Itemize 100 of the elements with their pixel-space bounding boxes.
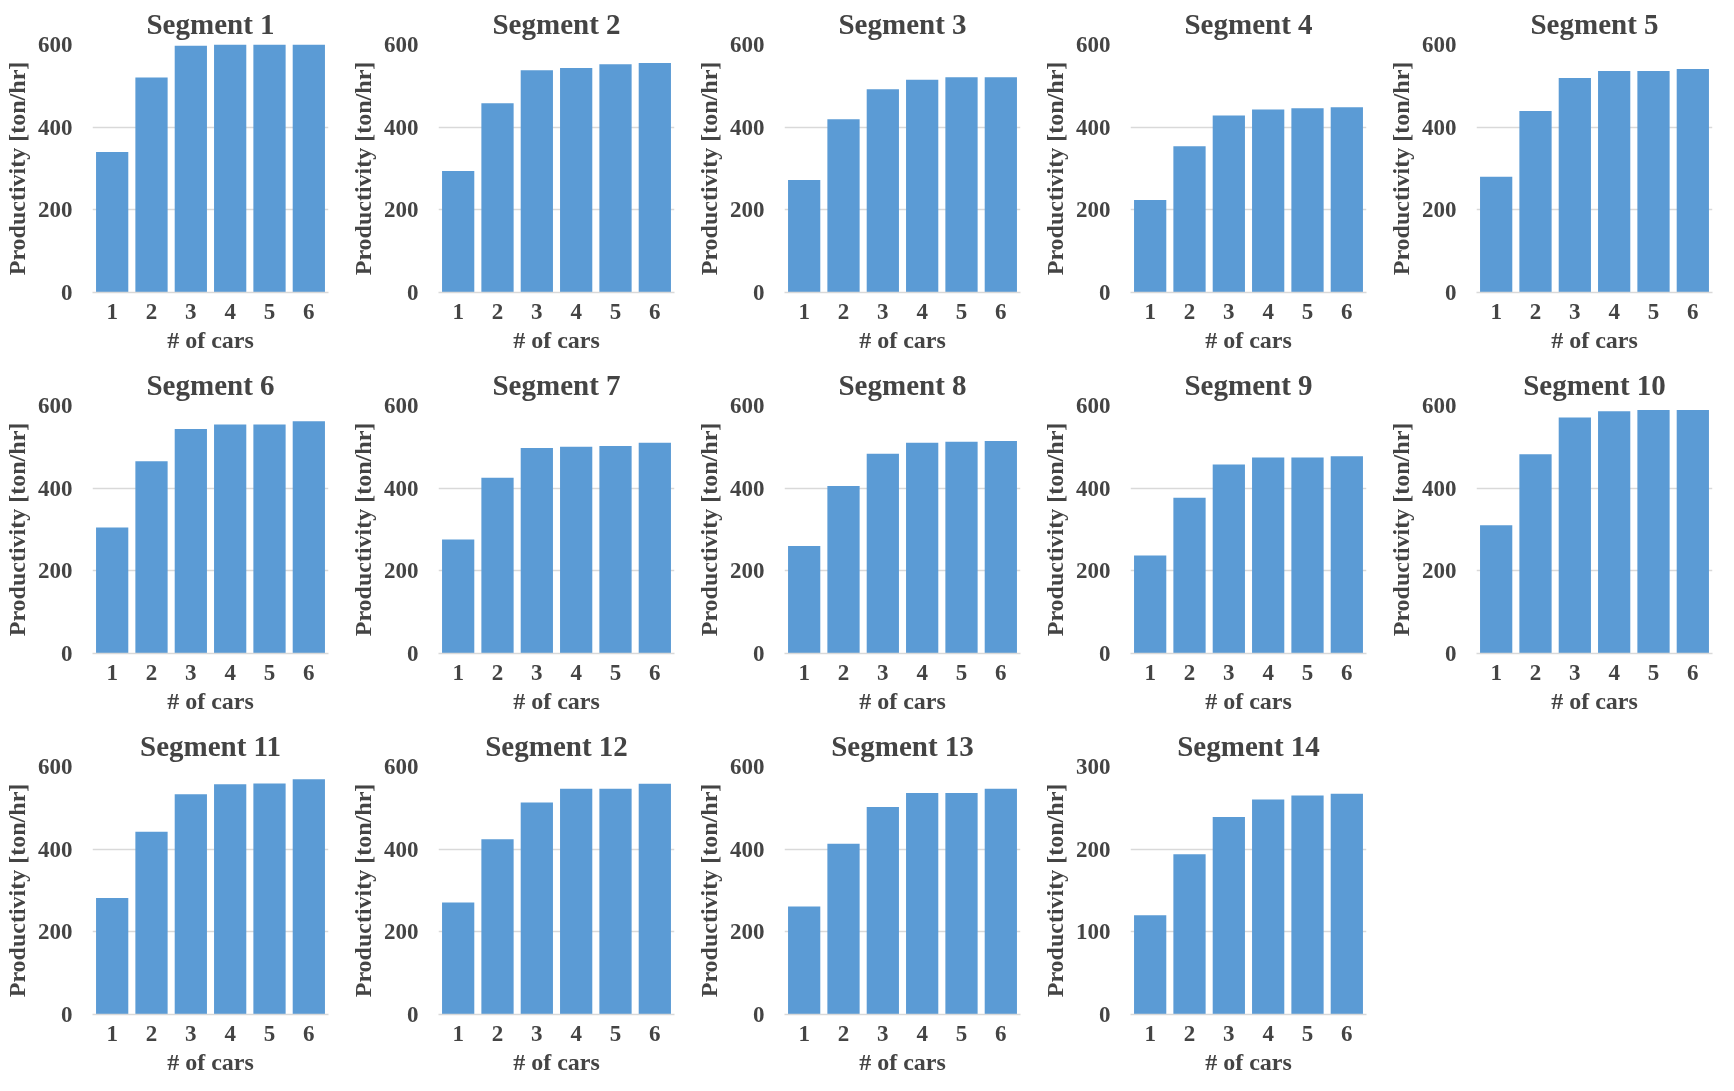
bar <box>945 441 978 654</box>
y-tick-label: 600 <box>730 32 765 57</box>
bar <box>1134 199 1167 293</box>
y-axis-title: Productivity [ton/hr] <box>4 783 30 998</box>
bar <box>827 843 860 1015</box>
x-tick-label: 1 <box>452 298 464 324</box>
bar <box>1676 410 1709 654</box>
y-tick-label: 200 <box>384 919 419 945</box>
bar <box>1212 816 1245 1015</box>
y-tick-label: 0 <box>753 280 765 305</box>
bar <box>984 788 1017 1015</box>
y-tick-label: 300 <box>1076 754 1111 779</box>
x-tick-label: 6 <box>1687 298 1699 324</box>
x-tick-label: 6 <box>1341 298 1353 324</box>
bar <box>1134 555 1167 654</box>
x-tick-label: 2 <box>491 1020 504 1046</box>
chart-title: Segment 5 <box>1530 7 1659 40</box>
x-tick-label: 2 <box>491 659 504 685</box>
bar <box>1637 410 1670 654</box>
x-axis-title: # of cars <box>1551 687 1638 714</box>
y-tick-label: 400 <box>730 114 765 140</box>
chart-title: Segment 12 <box>485 729 628 762</box>
x-tick-label: 6 <box>303 298 315 324</box>
y-axis-title: Productivity [ton/hr] <box>350 783 376 998</box>
x-tick-label: 2 <box>837 298 850 324</box>
bar <box>174 429 207 654</box>
bar <box>1330 107 1363 293</box>
bar <box>599 446 632 654</box>
x-tick-label: 3 <box>1569 298 1581 324</box>
bar <box>560 446 593 654</box>
x-tick-label: 3 <box>531 1020 543 1046</box>
bar <box>1212 464 1245 654</box>
y-tick-label: 600 <box>1422 32 1457 57</box>
x-tick-label: 5 <box>1301 1020 1314 1046</box>
x-tick-label: 3 <box>185 1020 197 1046</box>
x-tick-label: 5 <box>955 298 968 324</box>
y-tick-label: 0 <box>1445 280 1457 305</box>
bar <box>1212 115 1245 293</box>
x-tick-label: 4 <box>1262 298 1275 324</box>
bar <box>1173 146 1206 293</box>
bar <box>1291 108 1324 293</box>
y-tick-label: 0 <box>61 280 73 305</box>
y-tick-label: 0 <box>1099 1002 1111 1027</box>
x-tick-label: 3 <box>1223 1020 1235 1046</box>
x-tick-label: 4 <box>916 659 929 685</box>
bar <box>599 64 632 293</box>
x-tick-label: 1 <box>452 659 464 685</box>
y-tick-label: 400 <box>1076 475 1111 501</box>
x-tick-label: 3 <box>531 298 543 324</box>
x-tick-label: 6 <box>995 298 1007 324</box>
x-tick-label: 2 <box>837 659 850 685</box>
x-tick-label: 3 <box>531 659 543 685</box>
x-tick-label: 3 <box>877 298 889 324</box>
y-tick-label: 600 <box>384 32 419 57</box>
x-tick-label: 1 <box>106 659 118 685</box>
y-tick-label: 200 <box>1076 836 1111 862</box>
y-tick-label: 600 <box>38 32 73 57</box>
y-tick-label: 0 <box>61 1002 73 1027</box>
y-tick-label: 200 <box>384 558 419 584</box>
y-axis-title: Productivity [ton/hr] <box>696 422 722 637</box>
bar <box>1173 497 1206 654</box>
y-tick-label: 600 <box>384 393 419 418</box>
x-tick-label: 2 <box>1529 298 1542 324</box>
bar <box>214 424 247 654</box>
y-axis-title: Productivity [ton/hr] <box>1388 422 1414 637</box>
chart-title: Segment 7 <box>492 368 621 401</box>
x-tick-label: 4 <box>916 298 929 324</box>
y-tick-label: 400 <box>384 836 419 862</box>
bar <box>481 477 514 654</box>
x-tick-label: 1 <box>1144 659 1156 685</box>
y-tick-label: 600 <box>1422 393 1457 418</box>
x-axis-title: # of cars <box>1551 326 1638 353</box>
x-tick-label: 1 <box>798 298 810 324</box>
x-tick-label: 1 <box>106 298 118 324</box>
x-tick-label: 2 <box>837 1020 850 1046</box>
y-tick-label: 400 <box>384 475 419 501</box>
x-tick-label: 1 <box>1144 298 1156 324</box>
y-tick-label: 0 <box>407 1002 419 1027</box>
bar <box>174 45 207 293</box>
x-tick-label: 3 <box>1569 659 1581 685</box>
x-axis-title: # of cars <box>513 326 600 353</box>
x-axis-title: # of cars <box>167 1048 254 1075</box>
y-tick-label: 400 <box>384 114 419 140</box>
x-tick-label: 6 <box>995 1020 1007 1046</box>
chart-title: Segment 11 <box>140 729 281 762</box>
x-tick-label: 1 <box>798 659 810 685</box>
x-axis-title: # of cars <box>513 1048 600 1075</box>
x-tick-label: 4 <box>916 1020 929 1046</box>
x-axis-title: # of cars <box>167 687 254 714</box>
x-tick-label: 2 <box>1183 298 1196 324</box>
chart-title: Segment 6 <box>146 368 275 401</box>
x-tick-label: 6 <box>649 1020 661 1046</box>
bar <box>945 792 978 1015</box>
bar <box>984 441 1017 654</box>
y-tick-label: 400 <box>1422 475 1457 501</box>
bar <box>560 68 593 293</box>
x-axis-title: # of cars <box>859 1048 946 1075</box>
bar <box>253 783 286 1015</box>
bar <box>560 788 593 1015</box>
x-tick-label: 5 <box>1301 659 1314 685</box>
